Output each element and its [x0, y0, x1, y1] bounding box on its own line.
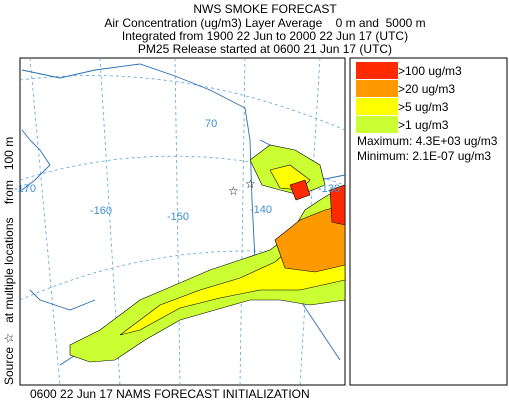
- legend: Maximum: 4.3E+03 ug/m3 Minimum: 2.1E-07 …: [349, 57, 508, 386]
- legend-label: >5 ug/m3: [398, 100, 449, 114]
- legend-swatch: [356, 62, 398, 79]
- legend-min: Minimum: 2.1E-07 ug/m3: [357, 149, 491, 163]
- grid-label: -130: [318, 183, 340, 195]
- footer: 0600 22 Jun 17 NAMS FORECAST INITIALIZAT…: [30, 387, 310, 401]
- side-label: Source ☆ at multiple locations from 100 …: [2, 137, 16, 385]
- legend-label: >1 ug/m3: [398, 118, 449, 132]
- title: NWS SMOKE FORECAST: [193, 2, 337, 16]
- legend-max: Maximum: 4.3E+03 ug/m3: [357, 134, 498, 148]
- legend-swatch: [356, 116, 398, 133]
- legend-label: >20 ug/m3: [398, 82, 455, 96]
- subtitle: Integrated from 1900 22 Jun to 2000 22 J…: [122, 29, 408, 43]
- source-marker: ☆: [245, 177, 256, 191]
- grid-label: -150: [167, 211, 189, 223]
- legend-swatch: [356, 80, 398, 97]
- grid-label: -140: [250, 204, 272, 216]
- grid-label: -170: [14, 183, 36, 195]
- legend-swatch: [356, 98, 398, 115]
- subtitle: Air Concentration (ug/m3) Layer Average …: [104, 16, 425, 30]
- grid-label: -160: [90, 205, 112, 217]
- legend-label: >100 ug/m3: [398, 64, 462, 78]
- map: ☆ ☆ -170 -160 -150 -140 70 -130: [14, 57, 346, 386]
- grid-label: 70: [205, 118, 217, 130]
- subtitle: PM25 Release started at 0600 21 Jun 17 (…: [138, 42, 392, 56]
- source-marker: ☆: [228, 184, 239, 198]
